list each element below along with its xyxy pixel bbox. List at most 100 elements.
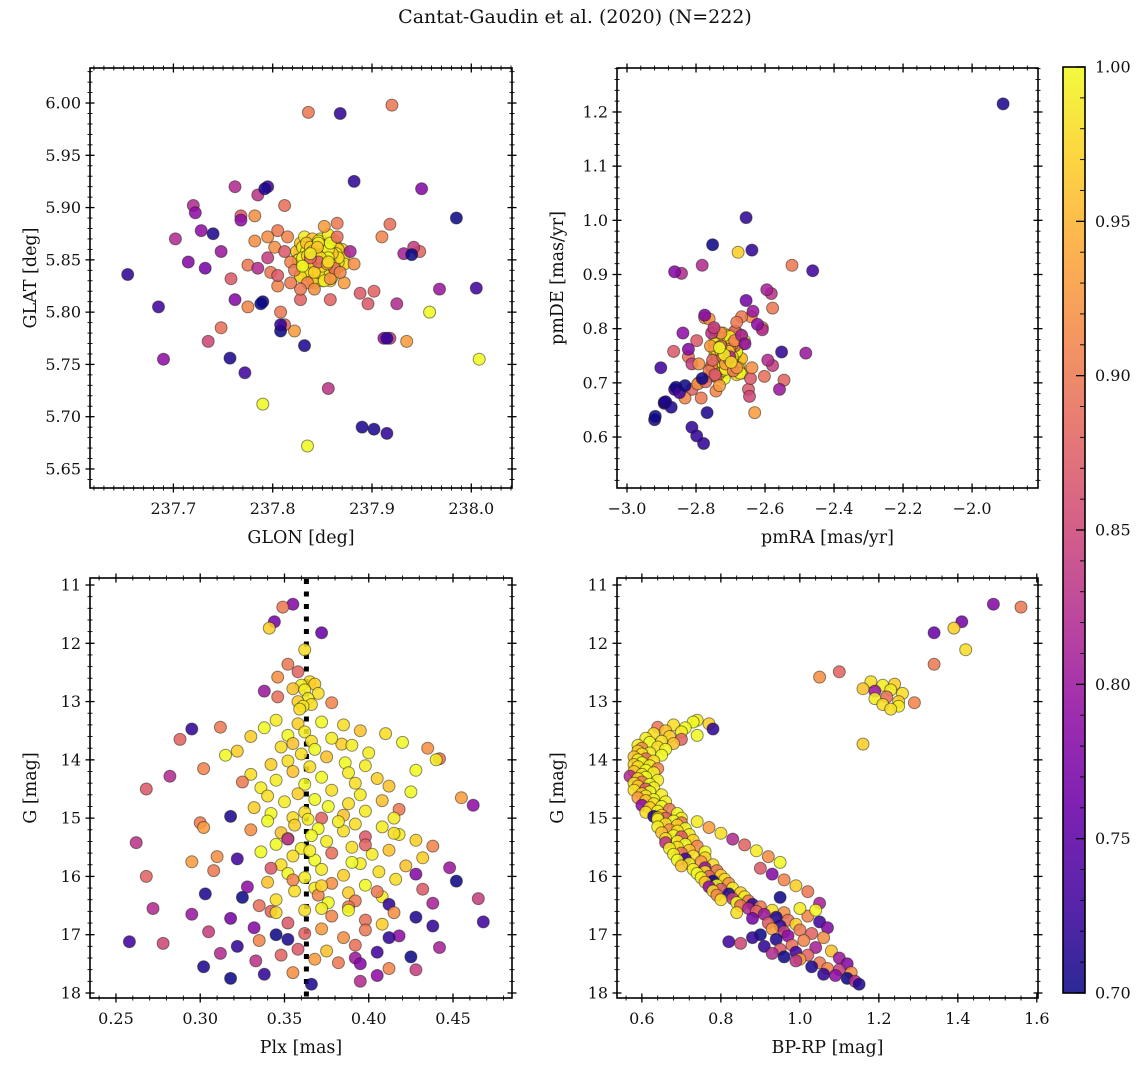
x-tick-label: 237.8: [250, 499, 296, 518]
data-point: [927, 657, 941, 671]
data-point: [738, 838, 752, 852]
panel-frame: [89, 67, 513, 489]
y-axis-label: G [mag]: [21, 752, 41, 823]
data-point: [382, 843, 396, 857]
x-tick-label: 0.45: [435, 1009, 471, 1028]
y-tick-label: 0.8: [583, 319, 608, 338]
data-point: [281, 832, 295, 846]
data-point: [648, 409, 662, 423]
data-point: [809, 903, 823, 917]
data-point: [355, 420, 369, 434]
data-point: [443, 861, 457, 875]
data-point: [325, 696, 339, 710]
data-point: [258, 182, 272, 196]
data-point: [257, 967, 271, 981]
data-point: [370, 885, 384, 899]
y-tick-label: 0.7: [583, 373, 608, 392]
data-point: [789, 954, 803, 968]
data-point: [367, 284, 381, 298]
data-point: [269, 713, 283, 727]
data-point: [773, 382, 786, 396]
data-point: [345, 840, 359, 854]
data-point: [801, 885, 815, 899]
data-point: [294, 747, 308, 761]
y-tick-label: 5.90: [45, 198, 81, 217]
data-point: [389, 872, 403, 886]
data-point: [664, 400, 678, 414]
data-point: [404, 785, 418, 799]
data-point: [730, 906, 744, 920]
data-point: [476, 915, 490, 929]
scatter-points: [121, 98, 486, 453]
data-point: [288, 324, 301, 338]
data-point: [249, 954, 263, 968]
data-point: [415, 182, 429, 196]
data-point: [454, 791, 468, 805]
data-point: [325, 731, 339, 745]
y-axis-label: G [mag]: [548, 752, 568, 823]
data-point: [213, 720, 227, 734]
y-tick-label: 1.1: [583, 157, 608, 176]
y-tick-label: 5.75: [45, 355, 81, 374]
data-point: [690, 728, 704, 742]
data-point: [370, 945, 384, 959]
data-point: [852, 977, 866, 991]
data-point: [219, 748, 232, 762]
data-point: [760, 283, 774, 297]
data-point: [315, 862, 329, 876]
data-point: [433, 941, 446, 954]
data-point: [303, 247, 317, 261]
data-point: [343, 245, 357, 258]
data-point: [206, 227, 220, 241]
data-point: [303, 844, 317, 858]
data-point: [766, 301, 780, 315]
data-point: [761, 353, 775, 367]
colorbar-tick-label: 0.80: [1095, 675, 1131, 694]
data-point: [235, 890, 249, 904]
data-point: [690, 334, 704, 348]
data-point: [210, 850, 224, 864]
scatter-points: [648, 97, 1010, 450]
data-point: [298, 725, 312, 739]
panel-frame: [89, 577, 513, 999]
x-tick-label: 1.4: [945, 1009, 970, 1028]
data-point: [241, 300, 255, 314]
data-point: [320, 750, 334, 764]
data-point: [744, 372, 757, 385]
data-point: [399, 859, 413, 873]
y-tick-label: 17: [61, 925, 81, 944]
data-point: [188, 206, 202, 220]
data-point: [247, 801, 261, 815]
data-point: [331, 815, 345, 829]
data-point: [745, 361, 759, 375]
data-point: [291, 665, 305, 679]
data-point: [308, 742, 322, 756]
data-point: [294, 282, 307, 296]
data-point: [695, 372, 709, 385]
data-point: [307, 282, 321, 296]
y-tick-label: 5.95: [45, 146, 81, 165]
data-point: [201, 334, 215, 348]
data-point: [235, 775, 249, 789]
data-point: [129, 836, 143, 850]
data-point: [765, 946, 779, 960]
data-point: [163, 769, 177, 783]
figure-title: Cantat-Gaudin et al. (2020) (N=222): [398, 6, 752, 28]
data-point: [281, 230, 295, 244]
data-point: [238, 366, 252, 380]
data-point: [288, 818, 302, 832]
data-point: [247, 921, 261, 935]
data-point: [311, 686, 325, 700]
data-point: [681, 342, 695, 356]
x-tick-label: 1.6: [1024, 1009, 1049, 1028]
data-point: [230, 939, 244, 953]
data-point: [353, 724, 367, 738]
data-point: [947, 621, 961, 635]
data-point: [773, 855, 787, 869]
data-point: [156, 936, 170, 950]
scatter-points: [623, 597, 1028, 991]
data-point: [244, 767, 258, 781]
data-point: [291, 942, 305, 956]
y-tick-label: 16: [588, 867, 608, 886]
x-tick-label: 237.7: [151, 499, 197, 518]
